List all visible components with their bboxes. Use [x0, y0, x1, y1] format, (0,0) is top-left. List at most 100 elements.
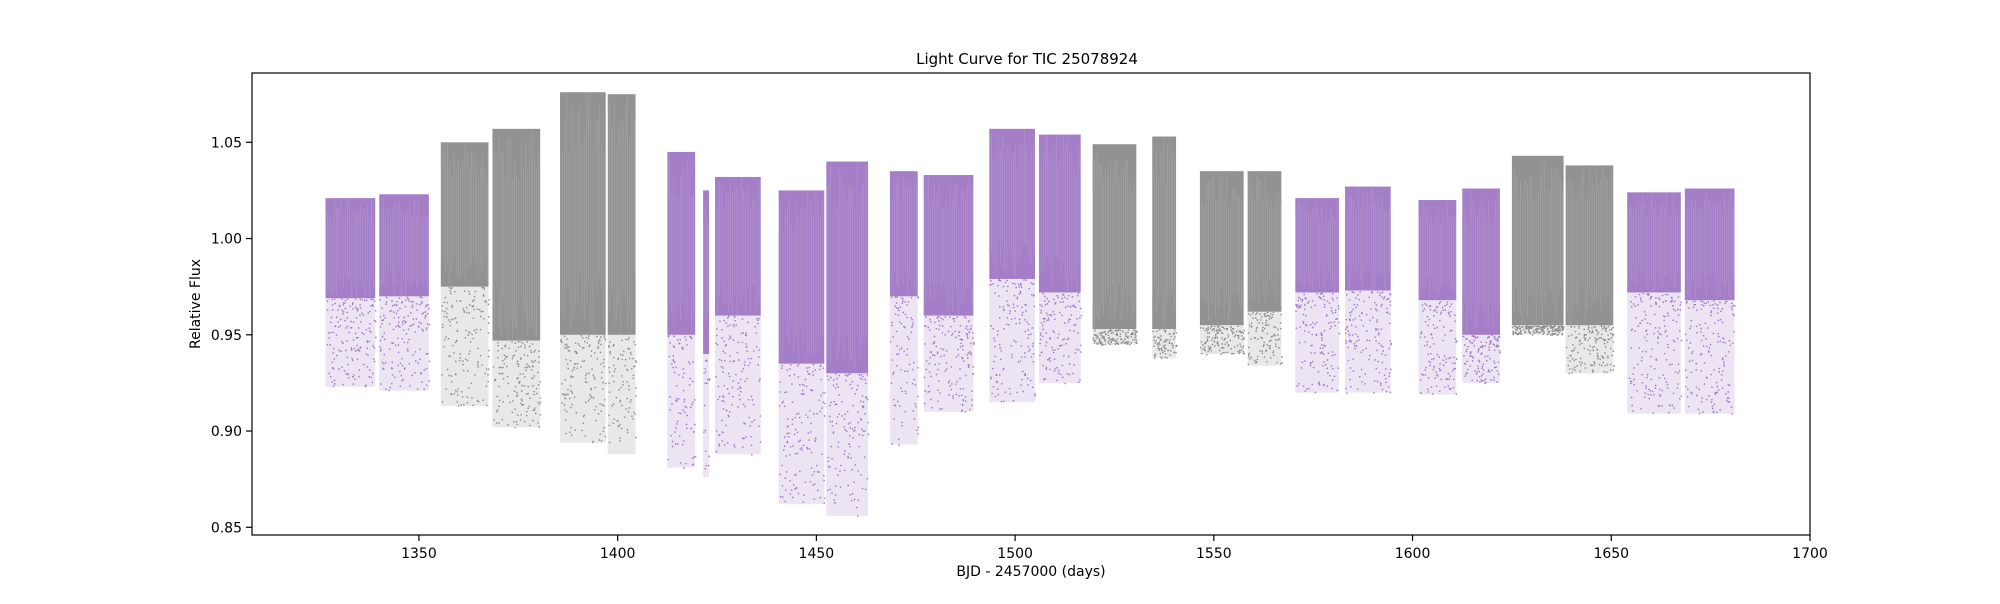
x-tick-label: 1550 — [1196, 546, 1232, 562]
data-segment-16 — [1092, 144, 1138, 346]
segment-tail-points — [492, 341, 542, 429]
y-tick-label: 1.00 — [211, 232, 242, 248]
segment-streaks — [1151, 137, 1175, 326]
segment-tail-points — [1565, 325, 1615, 375]
segment-streaks — [1461, 189, 1500, 333]
segment-core-band — [1247, 171, 1282, 312]
segment-tail-points — [1247, 311, 1283, 366]
x-tick-label: 1450 — [799, 546, 835, 562]
segment-core-band — [1199, 171, 1244, 326]
x-tick-label: 1400 — [600, 546, 636, 562]
segment-tail-band — [607, 334, 636, 455]
y-axis-label: Relative Flux — [188, 259, 204, 349]
segment-streaks — [1511, 160, 1563, 324]
segment-streaks — [667, 152, 694, 332]
data-segment-2 — [378, 194, 431, 392]
segment-core-band — [1684, 188, 1735, 301]
data-segment-24 — [1511, 155, 1565, 336]
segment-core-band — [1092, 144, 1137, 330]
segment-tail-band — [1684, 300, 1735, 414]
segment-core-band — [1152, 136, 1177, 330]
data-segment-1 — [325, 198, 377, 388]
segment-core-band — [889, 171, 918, 297]
segment-tail-band — [1199, 325, 1244, 355]
axes-layer: 1350 1400 1450 1500 1550 1600 1650 1700 0.85 0.90… — [211, 135, 1828, 562]
segment-tail-band — [492, 340, 541, 428]
data-segment-6 — [607, 94, 637, 455]
segment-streaks — [325, 198, 375, 298]
data-segment-26 — [1626, 192, 1683, 414]
data-segment-14 — [989, 128, 1036, 403]
segment-tail-points — [1511, 325, 1565, 336]
segment-core-band — [1462, 188, 1500, 335]
segment-streaks — [559, 93, 605, 332]
y-tick-label: 1.05 — [211, 135, 242, 151]
x-tick-label: 1500 — [997, 546, 1033, 562]
segment-tail-band — [667, 334, 696, 468]
y-tick-label: 0.85 — [211, 520, 242, 536]
data-segment-22 — [1418, 200, 1458, 395]
data-segment-10 — [778, 190, 826, 505]
segment-core-band — [667, 151, 696, 335]
segment-streaks — [378, 200, 428, 297]
segment-tail-points — [1295, 292, 1341, 394]
data-segment-8 — [702, 190, 711, 478]
segment-streaks — [1626, 193, 1681, 292]
segment-tail-band — [1511, 325, 1564, 335]
segment-tail-band — [1418, 300, 1457, 395]
segment-tail-band — [1295, 292, 1340, 393]
segment-core-band — [379, 194, 429, 297]
segment-core-band — [492, 128, 541, 341]
data-segment-18 — [1199, 171, 1245, 356]
segment-tail-points — [1039, 292, 1083, 385]
data-segment-13 — [923, 175, 975, 413]
segment-streaks — [440, 142, 488, 285]
x-tick-label: 1700 — [1792, 546, 1828, 562]
data-segment-11 — [826, 161, 870, 517]
segment-core-band — [1565, 165, 1614, 326]
data-segment-25 — [1565, 165, 1615, 375]
segment-core-band — [1295, 198, 1340, 293]
y-tick-label: 0.95 — [211, 328, 242, 344]
data-segment-7 — [667, 151, 697, 469]
segment-streaks — [492, 130, 539, 340]
data-segment-17 — [1151, 136, 1178, 359]
segment-core-band — [703, 190, 710, 355]
segment-tail-points — [1092, 329, 1138, 346]
segment-streaks — [1565, 166, 1613, 325]
segment-streaks — [989, 129, 1034, 278]
segment-core-band — [607, 94, 636, 335]
segment-core-band — [1627, 192, 1681, 293]
chart-title: Light Curve for TIC 25078924 — [916, 50, 1138, 68]
segment-tail-band — [1627, 292, 1681, 414]
segment-tail-points — [923, 315, 975, 413]
segment-core-band — [325, 198, 376, 299]
x-axis-label: BJD - 2457000 (days) — [956, 564, 1105, 580]
segment-core-band — [560, 92, 606, 335]
segment-streaks — [714, 178, 760, 315]
segment-core-band — [1511, 155, 1564, 326]
segment-tail-points — [1152, 329, 1178, 359]
segment-tail-band — [778, 363, 825, 505]
segment-core-band — [1038, 134, 1081, 293]
segment-tail-points — [890, 296, 919, 446]
data-segment-23 — [1461, 188, 1501, 385]
segment-streaks — [1418, 201, 1457, 300]
segment-tail-points — [326, 298, 377, 388]
segment-streaks — [1295, 200, 1338, 292]
segment-core-band — [1344, 186, 1391, 291]
segment-streaks — [607, 94, 635, 335]
data-segment-19 — [1247, 171, 1283, 366]
segment-core-band — [826, 161, 869, 374]
segment-streaks — [923, 176, 973, 315]
segment-tail-band — [715, 315, 761, 455]
data-segment-15 — [1038, 134, 1083, 385]
data-layer — [325, 92, 1736, 517]
x-tick-label: 1650 — [1593, 546, 1629, 562]
segment-tail-band — [703, 354, 710, 478]
segment-tail-band — [889, 296, 918, 445]
data-segment-3 — [440, 142, 490, 407]
segment-streaks — [1092, 152, 1135, 328]
